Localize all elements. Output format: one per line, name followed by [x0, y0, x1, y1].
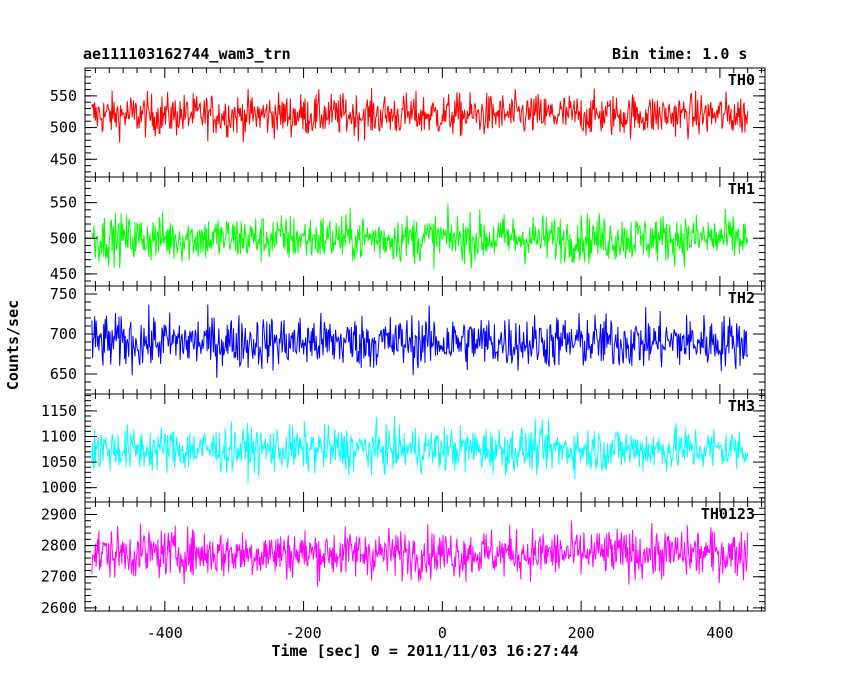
x-axis-label: Time [sec] 0 = 2011/11/03 16:27:44 [271, 642, 578, 660]
ytick-label: 500 [50, 119, 77, 137]
y-axis-label: Counts/sec [4, 300, 22, 390]
xtick-label: 400 [706, 624, 733, 642]
panel-label-th0: TH0 [728, 71, 755, 89]
panel-frame-th0123 [84, 501, 766, 612]
panel-label-th3: TH3 [728, 397, 755, 415]
ytick-label: 450 [50, 150, 77, 168]
series-th3 [91, 415, 749, 484]
series-th1 [91, 203, 749, 270]
ytick-label: 700 [50, 325, 77, 343]
ytick-label: 2800 [41, 537, 77, 555]
ytick-label: 1100 [41, 427, 77, 445]
xtick-label: 200 [568, 624, 595, 642]
panel-label-th1: TH1 [728, 180, 755, 198]
ytick-label: 750 [50, 285, 77, 303]
chart-title: ae111103162744_wam3_trn [83, 45, 291, 63]
ytick-label: 1000 [41, 479, 77, 497]
ytick-label: 1050 [41, 453, 77, 471]
panel-label-th2: TH2 [728, 289, 755, 307]
ytick-label: 550 [50, 87, 77, 105]
series-th0123 [91, 520, 749, 587]
ytick-label: 550 [50, 194, 77, 212]
series-th0 [91, 87, 749, 143]
panel-label-th0123: TH0123 [701, 505, 755, 523]
series-th2 [91, 304, 749, 378]
bin-time-label: Bin time: 1.0 s [612, 45, 748, 63]
ytick-label: 2900 [41, 505, 77, 523]
xtick-label: 0 [438, 624, 447, 642]
xtick-label: -200 [286, 624, 322, 642]
ytick-label: 1150 [41, 402, 77, 420]
ytick-label: 2600 [41, 599, 77, 617]
ytick-label: 650 [50, 365, 77, 383]
ytick-label: 500 [50, 229, 77, 247]
xtick-label: -400 [147, 624, 183, 642]
ytick-label: 2700 [41, 568, 77, 586]
ytick-label: 450 [50, 265, 77, 283]
